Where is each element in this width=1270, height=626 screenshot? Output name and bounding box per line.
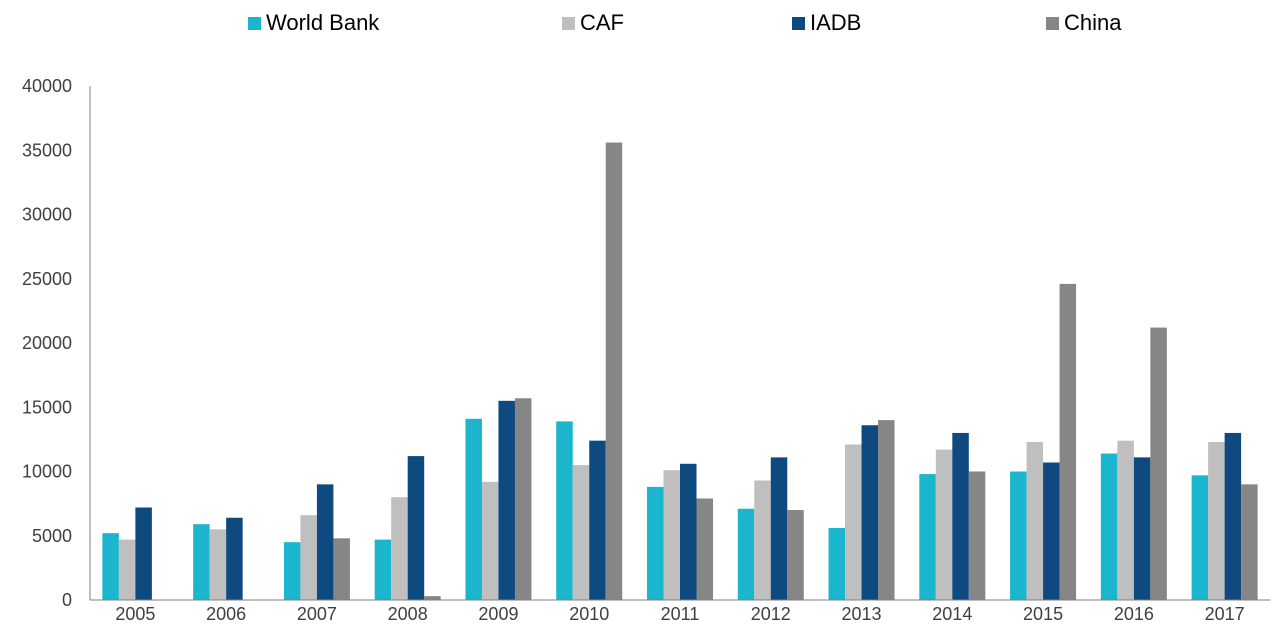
bar-iadb-2005 <box>135 507 152 600</box>
bar-china-2014 <box>968 471 986 600</box>
bar-caf-2006 <box>209 529 227 600</box>
y-tick-label-0: 0 <box>62 590 72 610</box>
legend-swatch-iadb <box>792 16 805 30</box>
legend-label-caf: CAF <box>580 10 624 35</box>
y-tick-label-10000: 10000 <box>22 462 72 482</box>
y-tick-label-30000: 30000 <box>22 205 72 225</box>
bar-world-bank-2010 <box>556 421 573 600</box>
axes-layer <box>89 86 1270 601</box>
legend-label-world-bank: World Bank <box>266 10 380 35</box>
bar-china-2016 <box>1150 327 1167 600</box>
bar-caf-2017 <box>1208 441 1225 600</box>
legend-label-iadb: IADB <box>810 10 862 35</box>
bar-iadb-2016 <box>1133 457 1151 600</box>
x-tick-label-2011: 2011 <box>661 604 700 624</box>
x-tick-label-2015: 2015 <box>1023 604 1063 624</box>
x-tick-label-2009: 2009 <box>478 604 518 624</box>
bar-caf-2013 <box>845 444 862 600</box>
bar-caf-2011 <box>663 470 680 600</box>
bar-china-2009 <box>514 398 532 600</box>
legend-swatch-caf <box>562 16 575 30</box>
bar-iadb-2010 <box>589 440 606 600</box>
bar-china-2017 <box>1241 484 1258 600</box>
x-tick-label-2012: 2012 <box>751 604 791 624</box>
bar-caf-2010 <box>572 465 590 600</box>
x-tick-label-2007: 2007 <box>297 604 337 624</box>
bar-iadb-2009 <box>498 400 515 600</box>
bar-caf-2008 <box>391 497 408 600</box>
x-tick-labels: 2005 2006 2007 2008 2009 2010 2011 2012 2013 2014… <box>115 604 1244 624</box>
x-tick-label-2010: 2010 <box>569 604 609 624</box>
y-tick-label-20000: 20000 <box>22 333 72 353</box>
bar-iadb-2012 <box>770 457 788 600</box>
y-tick-label-15000: 15000 <box>22 397 72 417</box>
bar-iadb-2014 <box>952 432 969 600</box>
bar-iadb-2017 <box>1224 432 1242 600</box>
bar-caf-2014 <box>935 449 953 600</box>
bar-world-bank-2011 <box>647 486 664 600</box>
x-tick-label-2006: 2006 <box>206 604 246 624</box>
legend-swatch-world-bank <box>248 16 261 30</box>
bar-caf-2012 <box>754 480 771 600</box>
bar-world-bank-2015 <box>1010 471 1027 600</box>
bar-caf-2007 <box>300 515 317 600</box>
bars-layer <box>102 142 1258 601</box>
legend-item-china: China <box>1046 8 1121 38</box>
y-tick-label-5000: 5000 <box>32 526 72 546</box>
bar-caf-2009 <box>481 481 499 600</box>
legend-item-caf: CAF <box>562 8 624 38</box>
bar-world-bank-2005 <box>102 533 119 600</box>
x-tick-label-2008: 2008 <box>388 604 428 624</box>
bar-iadb-2011 <box>680 463 697 600</box>
bar-world-bank-2009 <box>465 418 482 600</box>
bar-china-2011 <box>696 498 713 600</box>
bar-iadb-2007 <box>316 484 334 600</box>
bar-china-2015 <box>1059 283 1077 600</box>
bar-china-2012 <box>787 510 804 600</box>
legend-item-iadb: IADB <box>792 8 861 38</box>
bar-china-2008 <box>424 596 441 600</box>
bar-world-bank-2012 <box>737 508 755 600</box>
x-tick-label-2005: 2005 <box>115 604 155 624</box>
y-tick-label-40000: 40000 <box>22 76 72 96</box>
legend-swatch-china <box>1046 16 1059 30</box>
y-tick-label-35000: 35000 <box>22 140 72 160</box>
bar-china-2013 <box>878 420 895 600</box>
bar-iadb-2013 <box>861 425 879 600</box>
bar-world-bank-2014 <box>919 474 936 600</box>
y-tick-label-25000: 25000 <box>22 269 72 289</box>
bar-world-bank-2006 <box>193 524 210 600</box>
legend-label-china: China <box>1064 10 1122 35</box>
x-tick-label-2013: 2013 <box>842 604 882 624</box>
bar-world-bank-2008 <box>374 539 392 600</box>
x-tick-label-2016: 2016 <box>1114 604 1154 624</box>
x-tick-label-2017: 2017 <box>1205 604 1245 624</box>
bar-iadb-2015 <box>1043 462 1060 600</box>
bar-iadb-2008 <box>407 456 425 600</box>
bar-world-bank-2007 <box>283 542 301 600</box>
bar-world-bank-2013 <box>828 528 846 600</box>
y-tick-labels: 0 5000 10000 15000 20000 25000 30000 35000 40000 <box>22 76 72 610</box>
bar-caf-2015 <box>1026 441 1044 600</box>
bar-caf-2016 <box>1117 440 1134 600</box>
bar-world-bank-2016 <box>1100 453 1118 600</box>
x-tick-label-2014: 2014 <box>932 604 972 624</box>
legend: World Bank CAF IADB China <box>0 8 1270 38</box>
bar-china-2007 <box>333 538 350 600</box>
bar-caf-2005 <box>118 539 136 600</box>
legend-item-world-bank: World Bank <box>248 8 379 38</box>
bar-china-2010 <box>605 142 623 601</box>
bar-iadb-2006 <box>226 517 243 600</box>
bar-world-bank-2017 <box>1191 475 1209 600</box>
